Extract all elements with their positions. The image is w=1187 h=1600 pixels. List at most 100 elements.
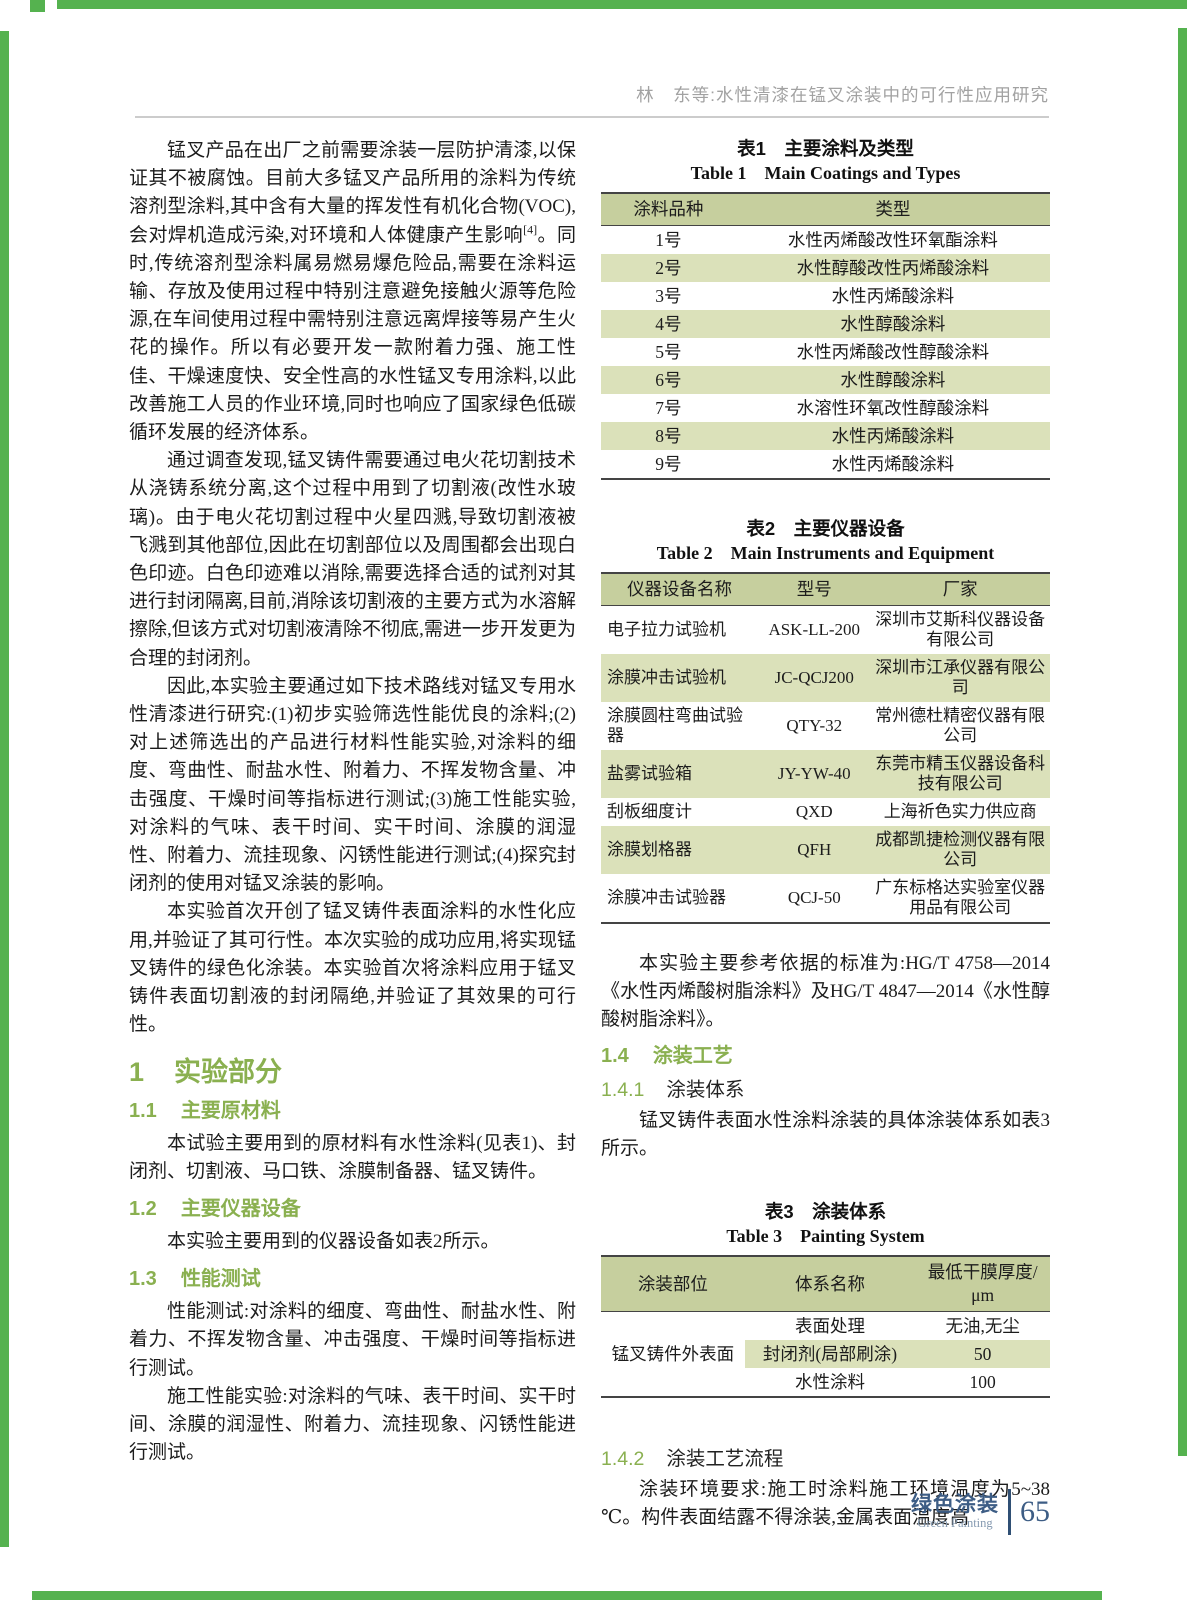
section-title: 性能测试 xyxy=(180,1268,261,1291)
table-cell: 水溶性环氧改性醇酸涂料 xyxy=(796,398,990,418)
table1-caption-cn: 表1 主要涂料及类型 xyxy=(737,138,914,159)
section-number: 1.2 xyxy=(129,1197,157,1220)
table-row: 水性涂料 100 xyxy=(601,1368,1050,1397)
table-row: 8号 水性丙烯酸涂料 xyxy=(601,422,1050,450)
paragraph-standards: 本实验主要参考依据的标准为:HG/T 4758—2014《水性丙烯酸树脂涂料》及… xyxy=(601,953,1050,1031)
table1-caption-en: Table 1 Main Coatings and Types xyxy=(690,163,961,183)
paragraph-intro: 锰叉产品在出厂之前需要涂装一层防护清漆,以保证其不被腐蚀。目前大多锰叉产品所用的… xyxy=(129,137,576,447)
column-header: 涂料品种 xyxy=(601,193,736,226)
table-cell: 5号 xyxy=(655,342,682,362)
table2-caption-cn: 表2 主要仪器设备 xyxy=(746,518,905,539)
table-cell: 水性丙烯酸改性醇酸涂料 xyxy=(796,342,990,362)
section-1-4-heading: 1.4 涂装工艺 xyxy=(601,1043,1050,1069)
paragraph-construction-test: 施工性能实验:对涂料的气味、表干时间、实干时间、涂膜的润湿性、附着力、流挂现象、… xyxy=(129,1385,576,1464)
journal-name-en: Green Painting xyxy=(917,1516,993,1530)
table-cell: 上海祈色实力供应商 xyxy=(883,802,1037,821)
table-row: 5号 水性丙烯酸改性醇酸涂料 xyxy=(601,338,1050,366)
table-cell: ASK-LL-200 xyxy=(768,620,861,639)
paragraph-text: 锰叉产品在出厂之前需要涂装一层防护清漆,以保证其不被腐蚀。目前大多锰叉产品所用的… xyxy=(129,140,576,246)
table-row: 涂膜划格器 QFH 成都凯捷检测仪器有限公司 xyxy=(601,826,1050,874)
paragraph-performance-test: 性能测试:对涂料的细度、弯曲性、耐盐水性、附着力、不挥发物含量、冲击强度、干燥时… xyxy=(129,1301,576,1379)
paragraph-first-application: 本实验首次开创了锰叉铸件表面涂料的水性化应用,并验证了其可行性。本次实验的成功应… xyxy=(129,901,576,1036)
citation-ref: [4] xyxy=(523,222,538,237)
section-number: 1.4.1 xyxy=(601,1078,645,1101)
table-cell: 涂膜圆柱弯曲试验器 xyxy=(607,706,743,745)
table-cell: 水性丙烯酸涂料 xyxy=(831,286,955,306)
column-header: 最低干膜厚度/μm xyxy=(915,1256,1050,1312)
table-cell: 3号 xyxy=(655,286,682,306)
table-row: 1号 水性丙烯酸改性环氧酯涂料 xyxy=(601,226,1050,255)
table-header-row: 仪器设备名称 型号 厂家 xyxy=(601,573,1050,606)
table-cell: 涂膜冲击试验机 xyxy=(601,654,759,702)
table-row: 涂膜冲击试验器 QCJ-50 广东标格达实验室仪器用品有限公司 xyxy=(601,874,1050,923)
table-cell: 水性丙烯酸涂料 xyxy=(831,454,955,474)
page-border-top xyxy=(57,0,1187,9)
table-cell: 封闭剂(局部刷涂) xyxy=(744,1340,916,1369)
page-border-corner-square xyxy=(30,0,45,12)
table-cell: 8号 xyxy=(601,422,736,450)
spacer xyxy=(601,924,1050,950)
journal-name-cn: 绿色涂装 xyxy=(911,1493,999,1516)
table-row: 6号 水性醇酸涂料 xyxy=(601,366,1050,394)
table-header-row: 涂料品种 类型 xyxy=(601,193,1050,226)
table-cell: 水性醇酸涂料 xyxy=(735,366,1050,394)
table-row: 盐雾试验箱 JY-YW-40 东莞市精玉仪器设备科技有限公司 xyxy=(601,750,1050,798)
table-cell: 刮板细度计 xyxy=(607,802,692,821)
table-cell-merged: 锰叉铸件外表面 xyxy=(601,1311,745,1398)
table-row: 封闭剂(局部刷涂) 50 xyxy=(601,1340,1050,1369)
table-cell: 东莞市精玉仪器设备科技有限公司 xyxy=(870,750,1050,798)
paragraph-text: 。同时,传统溶剂型涂料属易燃易爆危险品,需要在涂料运输、存放及使用过程中特别注意… xyxy=(129,224,576,444)
table-cell: JC-QCJ200 xyxy=(758,654,871,702)
section-number: 1.4 xyxy=(601,1044,629,1067)
table-cell: QTY-32 xyxy=(786,716,843,735)
table-cell: 7号 xyxy=(655,398,682,418)
table-cell: QXD xyxy=(795,802,833,821)
spacer xyxy=(601,480,1050,516)
table-row: 9号 水性丙烯酸涂料 xyxy=(601,450,1050,479)
section-number: 1 xyxy=(129,1056,145,1087)
table-header-row: 涂装部位 体系名称 最低干膜厚度/μm xyxy=(601,1256,1050,1312)
table-cell: 50 xyxy=(915,1340,1050,1369)
page-number: 65 xyxy=(1020,1495,1050,1528)
table-cell: JY-YW-40 xyxy=(758,750,871,798)
column-header: 仪器设备名称 xyxy=(601,573,759,606)
table-row: 锰叉铸件外表面 表面处理 无油,无尘 xyxy=(601,1311,1050,1398)
table-cell: 9号 xyxy=(655,454,682,474)
table-cell: 常州德杜精密仪器有限公司 xyxy=(875,706,1046,745)
column-header: 厂家 xyxy=(870,573,1050,606)
table-main-coatings: 涂料品种 类型 1号 水性丙烯酸改性环氧酯涂料 2号 水性醇酸改性丙烯酸涂料 3号 水性丙烯酸… xyxy=(601,192,1050,480)
section-title: 主要仪器设备 xyxy=(180,1197,301,1220)
table-row: 涂膜冲击试验机 JC-QCJ200 深圳市江承仪器有限公司 xyxy=(601,654,1050,702)
section-1-heading: 1 实验部分 xyxy=(129,1056,576,1088)
column-header: 涂装部位 xyxy=(601,1256,745,1312)
paragraph-technical-route: 因此,本实验主要通过如下技术路线对锰叉专用水性清漆进行研究:(1)初步实验筛选性… xyxy=(129,675,576,895)
paragraph-painting-system: 锰叉铸件表面水性涂料涂装的具体涂装体系如表3所示。 xyxy=(601,1109,1050,1159)
table-cell: 水性醇酸改性丙烯酸涂料 xyxy=(735,254,1050,282)
footer-divider xyxy=(1008,1489,1011,1535)
left-column: 锰叉产品在出厂之前需要涂装一层防护清漆,以保证其不被腐蚀。目前大多锰叉产品所用的… xyxy=(129,137,576,1467)
table-cell: 1号 xyxy=(655,230,682,250)
table-row: 刮板细度计 QXD 上海祈色实力供应商 xyxy=(601,798,1050,826)
section-title: 主要原材料 xyxy=(180,1099,281,1122)
table-cell: 2号 xyxy=(601,254,736,282)
page-border-bottom xyxy=(32,1591,1102,1600)
table-cell: 无油,无尘 xyxy=(945,1316,1020,1337)
running-title: 林 东等:水性清漆在锰叉涂装中的可行性应用研究 xyxy=(636,85,1049,105)
paragraph-raw-materials: 本试验主要用到的原材料有水性涂料(见表1)、封闭剂、切割液、马口铁、涂膜制备器、… xyxy=(129,1132,576,1182)
table-row: 4号 水性醇酸涂料 xyxy=(601,310,1050,338)
table-row: 3号 水性丙烯酸涂料 xyxy=(601,282,1050,310)
table-cell: 成都凯捷检测仪器有限公司 xyxy=(870,826,1050,874)
page-border-left xyxy=(0,31,9,1547)
table-cell: 水性醇酸涂料 xyxy=(735,310,1050,338)
section-title: 涂装工艺 xyxy=(652,1044,733,1067)
column-header: 型号 xyxy=(758,573,871,606)
table-cell: 广东标格达实验室仪器用品有限公司 xyxy=(875,878,1046,917)
table-cell: 涂膜冲击试验器 xyxy=(607,888,726,907)
column-header: 体系名称 xyxy=(744,1256,916,1312)
page-footer: 绿色涂装 Green Painting 65 xyxy=(850,1489,1050,1535)
table-painting-system: 涂装部位 体系名称 最低干膜厚度/μm 锰叉铸件外表面 表面处理 无油,无尘 封闭剂(局部刷… xyxy=(601,1255,1050,1399)
paragraph-instruments: 本实验主要用到的仪器设备如表2所示。 xyxy=(167,1230,500,1252)
paragraph-painting-process: 涂装环境要求:施工时涂料施工环境温度为5~38 ℃。构件表面结露不得涂装,金属表… xyxy=(601,1479,1050,1529)
spacer xyxy=(601,1163,1050,1199)
